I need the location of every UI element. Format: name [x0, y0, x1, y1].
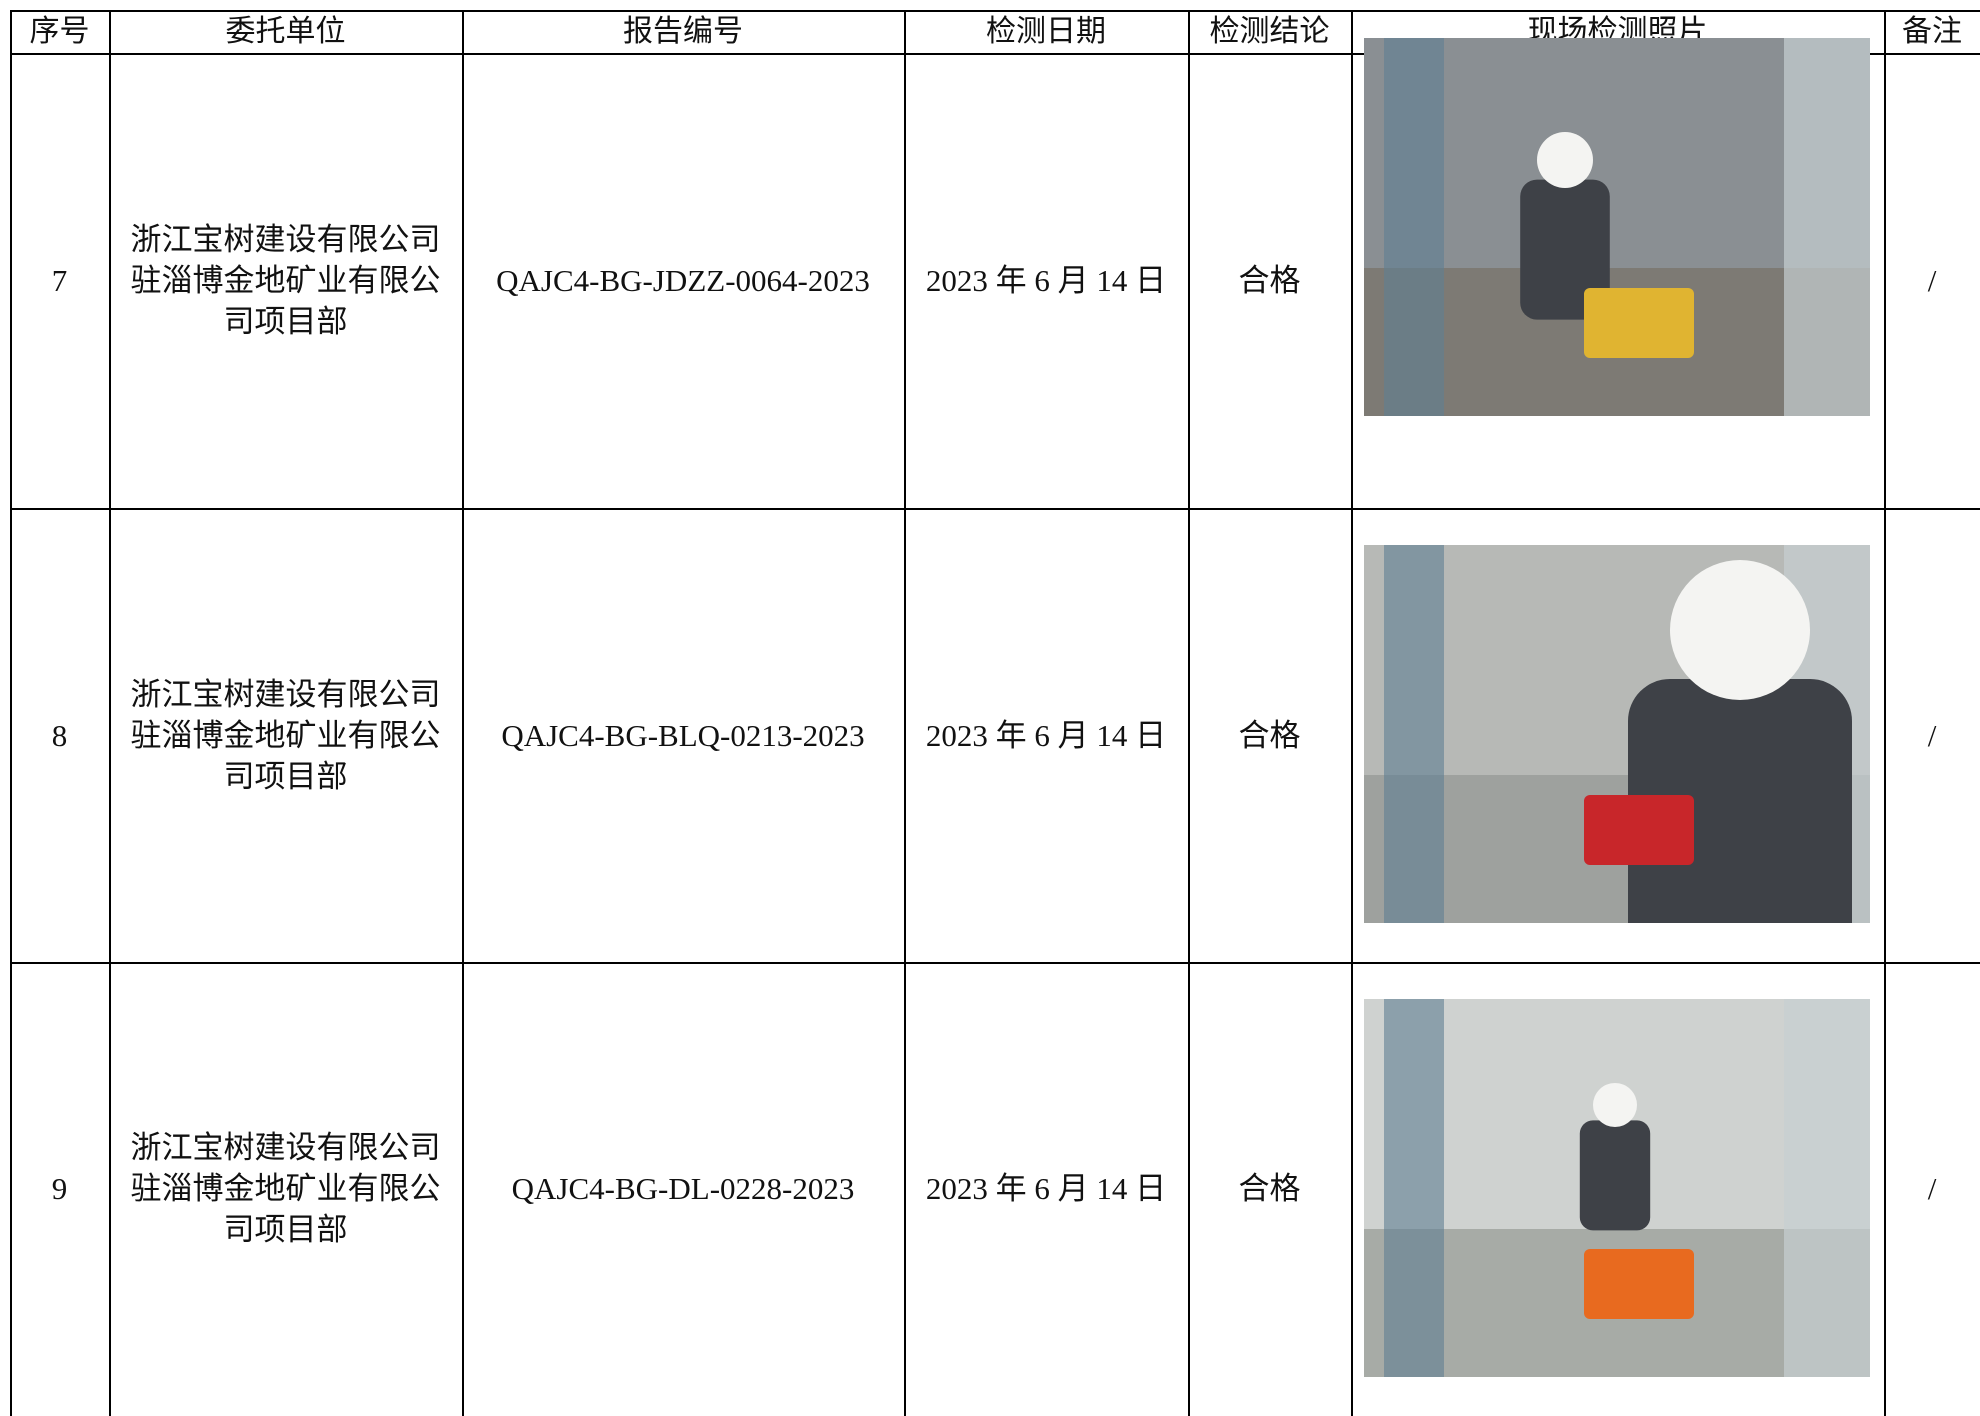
- header-cell: 检测日期: [986, 15, 1106, 48]
- body-cell: 合格: [1238, 263, 1301, 298]
- grid-line: [10, 962, 1980, 964]
- body-cell: 7: [51, 263, 68, 298]
- client-cell: 浙江宝树建设有限公司驻淄博金地矿业有限公司项目部: [130, 676, 441, 794]
- grid-line: [462, 10, 464, 1416]
- site-photo: [1364, 999, 1870, 1377]
- header-cell: 报告编号: [623, 15, 743, 48]
- body-cell: 9: [51, 1170, 68, 1206]
- body-cell: QAJC4-BG-JDZZ-0064-2023: [496, 263, 870, 298]
- body-cell: 8: [51, 717, 68, 753]
- body-cell: 2023 年 6 月 14 日: [925, 263, 1167, 298]
- header-cell: 序号: [29, 15, 90, 48]
- header-cell: 委托单位: [225, 15, 346, 48]
- grid-line: [904, 10, 906, 1416]
- client-cell: 浙江宝树建设有限公司驻淄博金地矿业有限公司项目部: [130, 222, 441, 339]
- grid-line: [10, 10, 12, 1416]
- grid-line: [1188, 10, 1190, 1416]
- body-cell: 合格: [1238, 1170, 1301, 1206]
- site-photo: [1364, 38, 1870, 416]
- grid-line: [1884, 10, 1886, 1416]
- grid-line: [109, 10, 111, 1416]
- body-cell: 2023 年 6 月 14 日: [925, 717, 1167, 753]
- grid-line: [10, 508, 1980, 510]
- header-cell: 检测结论: [1209, 15, 1330, 48]
- body-cell: QAJC4-BG-BLQ-0213-2023: [501, 717, 865, 753]
- grid-line: [1351, 10, 1353, 1416]
- body-cell: 合格: [1238, 717, 1301, 753]
- client-cell: 浙江宝树建设有限公司驻淄博金地矿业有限公司项目部: [130, 1129, 441, 1247]
- header-cell: 备注: [1902, 15, 1962, 48]
- body-cell: /: [1927, 1170, 1937, 1206]
- body-cell: /: [1927, 717, 1937, 753]
- body-cell: QAJC4-BG-DL-0228-2023: [511, 1170, 855, 1206]
- grid-line: [10, 10, 1980, 12]
- grid-line: [10, 53, 1980, 55]
- site-photo: [1364, 545, 1870, 923]
- body-cell: /: [1927, 263, 1937, 298]
- body-cell: 2023 年 6 月 14 日: [925, 1170, 1167, 1206]
